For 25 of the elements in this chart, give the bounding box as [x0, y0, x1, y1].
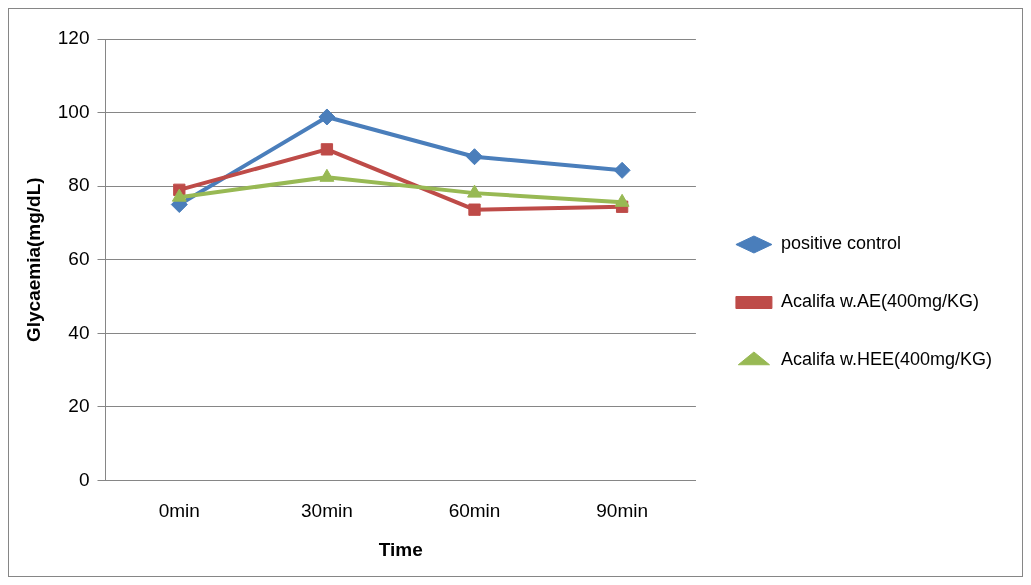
point: [320, 143, 334, 156]
y-tick-label: 40: [68, 321, 90, 343]
legend-label: Acalifa w.HEE(400mg/KG): [780, 349, 992, 370]
x-tick-label: 0min: [158, 500, 200, 522]
point: [466, 148, 484, 166]
x-tick-label: 60min: [448, 500, 501, 522]
y-tick-label: 60: [68, 247, 90, 269]
y-axis-title: Glycaemia(mg/dL): [22, 177, 44, 343]
x-tick-label: 90min: [596, 500, 648, 522]
y-tick-label: 120: [57, 27, 90, 49]
point: [613, 161, 631, 179]
x-axis-title: Time: [378, 538, 423, 560]
point: [468, 203, 481, 216]
y-tick-label: 20: [68, 395, 90, 417]
point: [614, 193, 630, 207]
x-tick-label: 30min: [301, 500, 353, 522]
point: [467, 184, 482, 198]
y-tick-label: 0: [78, 468, 90, 490]
y-tick-label: 80: [68, 174, 90, 196]
point: [319, 168, 335, 182]
point: [318, 108, 336, 126]
legend-label: positive control: [780, 233, 901, 254]
point: [171, 188, 187, 202]
y-tick-label: 100: [57, 100, 90, 122]
legend-label: Acalifa w.AE(400mg/KG): [780, 291, 980, 312]
